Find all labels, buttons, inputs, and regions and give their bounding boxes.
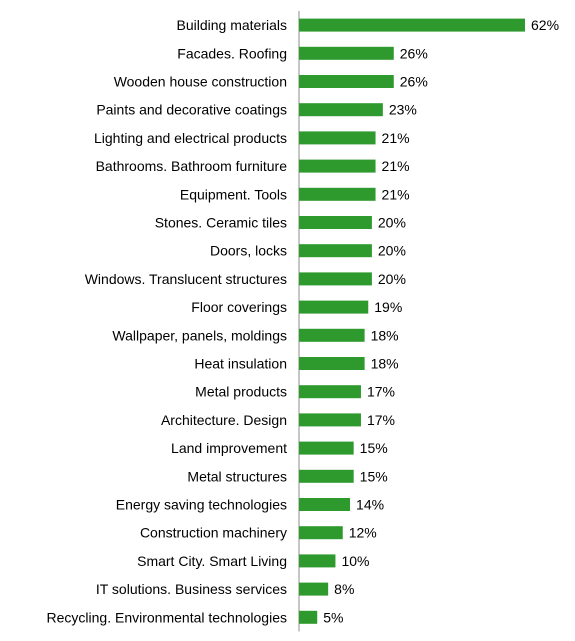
bar: [299, 75, 394, 88]
bar: [299, 187, 376, 201]
bar: [299, 244, 372, 258]
category-label: Wooden house construction: [114, 74, 287, 90]
bar: [299, 131, 376, 145]
category-label: Heat insulation: [194, 356, 287, 372]
value-label: 15%: [360, 468, 388, 484]
bar: [299, 526, 343, 540]
bars: [299, 18, 525, 624]
category-label: Equipment. Tools: [180, 186, 287, 202]
bar: [299, 328, 365, 342]
category-labels: Building materials Facades. Roofing Wooden…: [47, 17, 288, 625]
value-label: 26%: [400, 45, 428, 61]
value-label: 17%: [367, 412, 395, 428]
value-label: 18%: [371, 356, 399, 372]
value-label: 8%: [334, 581, 354, 597]
category-label: Architecture. Design: [161, 412, 287, 428]
value-label: 20%: [378, 243, 406, 259]
bar: [299, 216, 372, 229]
category-label: Wallpaper, panels, moldings: [112, 327, 287, 343]
bar: [299, 554, 336, 568]
category-label: Construction machinery: [140, 525, 287, 541]
value-label: 19%: [374, 299, 402, 315]
category-label: Lighting and electrical products: [94, 130, 287, 146]
value-label: 12%: [349, 525, 377, 541]
category-label: Floor coverings: [191, 299, 287, 315]
category-label: IT solutions. Business services: [96, 581, 287, 597]
value-label: 20%: [378, 271, 406, 287]
category-label: Doors, locks: [210, 243, 287, 259]
bar: [299, 103, 383, 117]
bar: [299, 385, 361, 399]
bar: [299, 357, 365, 370]
bar: [299, 46, 394, 60]
category-label: Facades. Roofing: [177, 45, 287, 61]
category-label: Stones. Ceramic tiles: [155, 215, 287, 231]
value-label: 62%: [531, 17, 559, 33]
bar: [299, 18, 525, 32]
value-labels: 62% 26% 26% 23% 21% 21% 21% 20% 20% 20% 19% 18% 18% 1…: [323, 17, 559, 625]
bar: [299, 498, 351, 511]
value-label: 14%: [356, 497, 384, 513]
value-label: 15%: [360, 440, 388, 456]
category-label: Energy saving technologies: [116, 497, 287, 513]
value-label: 20%: [378, 215, 406, 231]
value-label: 17%: [367, 384, 395, 400]
value-label: 26%: [400, 74, 428, 90]
category-label: Building materials: [177, 17, 288, 33]
category-label: Land improvement: [171, 440, 287, 456]
category-label: Metal structures: [187, 468, 287, 484]
category-label: Smart City. Smart Living: [137, 553, 287, 569]
value-label: 21%: [382, 186, 410, 202]
category-label: Windows. Translucent structures: [85, 271, 287, 287]
value-label: 21%: [382, 130, 410, 146]
category-label: Bathrooms. Bathroom furniture: [96, 158, 288, 174]
category-label: Metal products: [195, 384, 287, 400]
value-label: 21%: [382, 158, 410, 174]
category-label: Paints and decorative coatings: [96, 102, 287, 118]
bar: [299, 582, 329, 596]
bar: [299, 159, 376, 173]
bar: [299, 441, 354, 455]
value-label: 23%: [389, 102, 417, 118]
value-label: 18%: [371, 327, 399, 343]
value-label: 10%: [341, 553, 369, 569]
bar: [299, 413, 361, 427]
value-label: 5%: [323, 609, 343, 625]
category-label: Recycling. Environmental technologies: [47, 609, 287, 625]
bar: [299, 272, 372, 286]
bar: [299, 300, 369, 314]
bar: [299, 610, 318, 624]
bar: [299, 469, 354, 483]
